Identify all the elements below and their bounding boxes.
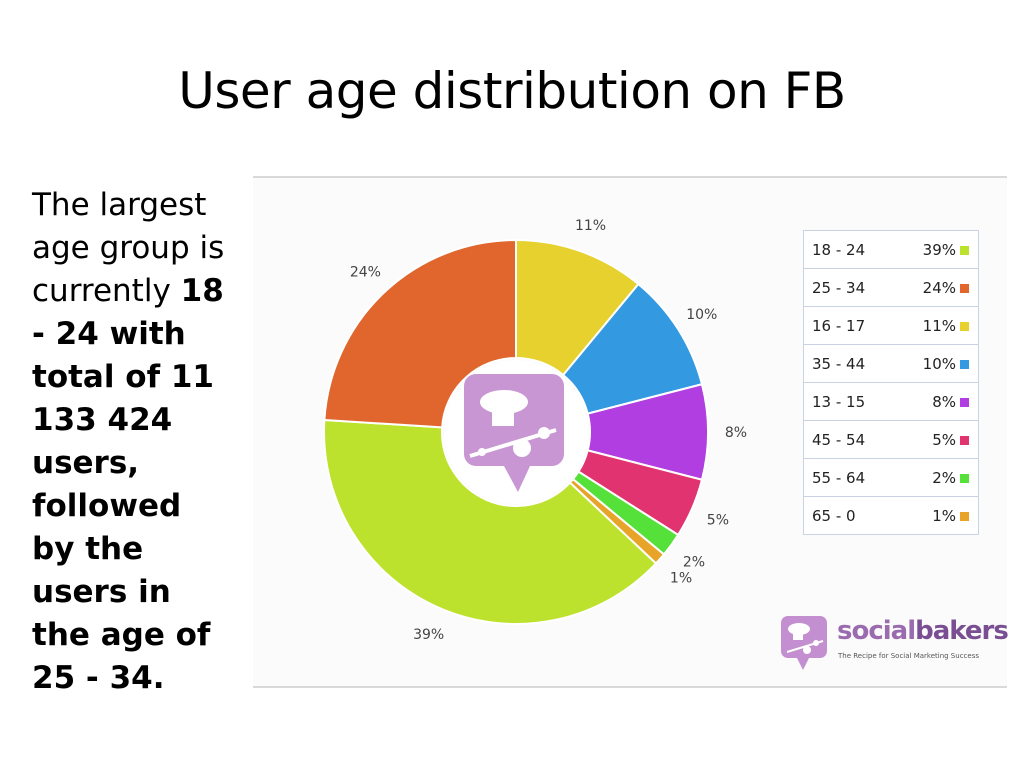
legend-value: 39% [898, 230, 960, 269]
legend-swatch [960, 397, 969, 407]
legend-row: 25 - 34 24% [803, 268, 979, 307]
legend-row: 65 - 0 1% [804, 497, 979, 535]
legend-swatch [960, 245, 969, 255]
legend-swatch [960, 359, 969, 369]
legend-row: 35 - 44 10% [803, 344, 979, 383]
pie-label-35-44: 10% [686, 307, 717, 323]
chart-legend: 18 - 24 39% 25 - 34 24% 16 - 17 11% 35 - 44 10%… [803, 230, 979, 535]
legend-label: 18 - 24 [803, 230, 899, 269]
pie-slice-18-24 [323, 418, 658, 625]
brand-tagline: The Recipe for Social Marketing Success [838, 652, 979, 660]
legend-label: 35 - 44 [803, 344, 899, 383]
chart-panel: 11% 10% 8% 5% 2% 1% 39% 24% 18 - 24 39% 25 - 34 24… [253, 176, 1009, 688]
legend-value: 8% [898, 382, 960, 421]
brand-name-bakers: bakers [915, 616, 1009, 646]
legend-value: 2% [898, 458, 960, 497]
legend-value: 24% [898, 268, 960, 307]
pie-label-65-0: 1% [670, 570, 692, 586]
slide-title: User age distribution on FB [178, 62, 846, 120]
legend-value: 10% [898, 344, 960, 383]
center-chef-logo-icon [464, 374, 564, 492]
legend-swatch [960, 511, 969, 521]
pie-label-55-64: 2% [683, 554, 705, 570]
pie-label-25-34: 24% [350, 265, 381, 281]
legend-swatch [960, 435, 969, 445]
legend-label: 65 - 0 [812, 506, 856, 525]
brand-name-social: social [837, 616, 916, 646]
legend-value: 5% [898, 420, 960, 459]
pie-label-13-15: 8% [725, 425, 747, 441]
legend-row: 16 - 17 11% [803, 306, 979, 345]
pie-label-16-17: 11% [575, 218, 606, 234]
body-text: The largest age group is currently 18 - … [32, 184, 232, 700]
legend-row: 55 - 64 2% [803, 458, 979, 497]
socialbakers-logo-icon [781, 616, 827, 670]
legend-value: 11% [898, 306, 960, 345]
legend-label: 25 - 34 [803, 268, 899, 307]
legend-row: 18 - 24 39% [803, 230, 979, 269]
legend-label: 55 - 64 [803, 458, 899, 497]
legend-label: 16 - 17 [803, 306, 899, 345]
legend-swatch [960, 321, 969, 331]
socialbakers-brand: socialbakers The Recipe for Social Marke… [779, 614, 1009, 676]
brand-name: socialbakers [837, 616, 1009, 646]
pie-label-18-24: 39% [413, 627, 444, 643]
legend-row: 45 - 54 5% [803, 420, 979, 459]
pie-slice-25-34 [323, 238, 517, 429]
legend-label: 13 - 15 [803, 382, 899, 421]
legend-swatch [960, 283, 969, 293]
legend-swatch [960, 473, 969, 483]
body-text-highlight: 18 - 24 with total of 11 133 424 users, … [32, 273, 224, 696]
legend-row: 13 - 15 8% [803, 382, 979, 421]
legend-label: 45 - 54 [803, 420, 899, 459]
donut-chart: 11% 10% 8% 5% 2%1% 39% 24% [323, 218, 747, 643]
legend-value: 1% [932, 506, 956, 525]
pie-label-45-54: 5% [707, 512, 729, 528]
body-text-prefix: The largest age group is currently [32, 187, 225, 309]
